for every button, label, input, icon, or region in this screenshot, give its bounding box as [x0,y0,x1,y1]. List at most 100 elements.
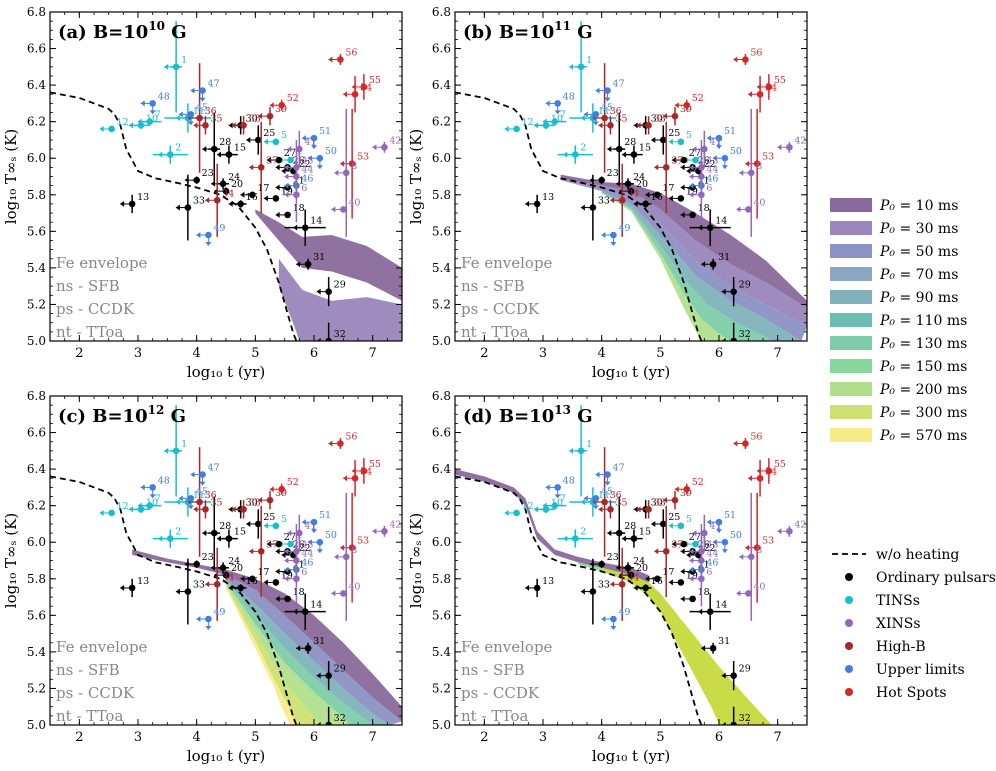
limit-arrow-head [721,338,726,341]
limit-arrow-head [211,564,216,571]
x-tick-label: 3 [539,730,547,745]
point-label: 32 [739,329,751,340]
legend-p0-label: P₀ = 200 ms [879,382,967,398]
panel-title-exponent: 12 [148,403,165,417]
point-label: 33 [598,196,610,207]
cooling-band [278,258,402,341]
limit-arrow-head [184,561,189,568]
limit-arrow-head [736,206,741,213]
model-annotation: Fe envelope [56,638,148,656]
data-point [745,206,752,213]
y-tick-label: 6.4 [27,78,46,92]
y-tick-label: 5.4 [432,261,451,275]
data-point [222,571,230,579]
data-point [149,484,156,491]
panel-title-prefix: (b) B=10 [463,22,554,43]
data-point [146,502,154,509]
legend-p0-swatch [830,336,872,350]
data-point [765,467,773,475]
data-point [340,590,347,597]
data-point [662,548,670,555]
x-tick-label: 3 [539,346,547,361]
data-point [589,204,597,211]
legend-p0-swatch [830,359,872,373]
point-label: 29 [334,664,346,675]
limit-arrow-head [545,484,550,491]
limit-arrow-head [284,557,289,564]
point-label: 56 [750,48,762,59]
point-label: 34 [222,572,234,583]
limit-arrow-head [334,169,339,176]
point-label: 40 [348,581,360,592]
limit-arrow-head [748,475,753,482]
limit-arrow-head [680,164,685,171]
data-point [272,579,280,586]
y-tick-label: 6.8 [27,5,46,19]
data-point [709,260,717,268]
point-label: 37 [671,155,683,166]
limit-arrow-head [733,56,738,63]
limit-arrow-head [228,506,233,513]
point-label: 27 [689,532,701,543]
legend-p0-label: P₀ = 30 ms [879,221,958,237]
data-point [618,580,626,588]
model-annotation: nt - TToa [56,323,123,341]
limit-arrow-head [689,182,694,189]
y-tick-label: 6.6 [27,42,46,56]
limit-arrow-head [287,146,292,153]
limit-arrow-head [680,568,685,575]
data-point [166,535,174,542]
data-point [730,288,737,295]
data-point [149,100,156,107]
x-axis-label: log₁₀ t (yr) [592,747,670,765]
data-point [642,584,649,592]
legend-class-label: XINSs [876,616,921,632]
data-point [304,644,312,652]
point-label: 52 [692,93,704,104]
limit-arrow-head [205,197,210,204]
legend-p0-prefix: P₀ = [879,428,916,444]
limit-arrow-head [275,211,280,218]
limit-arrow-head [533,506,538,513]
y-tick-label: 6.2 [432,115,451,129]
data-point [137,506,145,513]
upper-limit-arrow-head [149,110,156,115]
data-point [325,672,332,679]
data-point [645,122,652,129]
data-point [677,522,685,530]
y-tick-label: 5.2 [27,681,46,695]
limit-arrow-head [671,541,676,548]
point-label: 32 [334,329,346,340]
model-annotation: nt - TToa [461,323,528,341]
data-point [202,122,209,129]
point-label: 55 [774,459,786,470]
point-label: 32 [739,713,751,724]
data-point [272,522,280,530]
point-label: 49 [618,607,630,618]
limit-arrow-head [621,535,626,542]
point-label: 12 [522,501,534,512]
limit-arrow-head [281,168,286,175]
data-point [193,560,200,568]
upper-limit-arrow-head [311,145,317,150]
data-point [199,471,206,478]
data-point [742,440,749,447]
legend-dot-swatch [845,573,853,581]
model-annotation: Fe envelope [56,254,148,272]
limit-arrow-head [231,122,236,129]
limit-arrow-head [334,553,339,560]
data-point [551,502,559,509]
limit-arrow-head [777,144,782,151]
data-point [337,440,344,447]
point-label: 46 [706,174,718,185]
legend-p0-prefix: P₀ = [879,313,916,329]
data-point [627,571,635,579]
limit-arrow-head [316,288,321,295]
cooling-band [226,586,297,725]
cooling-band [560,178,807,327]
point-label: 13 [542,192,554,203]
limit-arrow-head [680,184,685,191]
point-label: 12 [117,501,129,512]
point-label: 44 [301,549,313,560]
upper-limit-arrow-head [316,165,323,170]
